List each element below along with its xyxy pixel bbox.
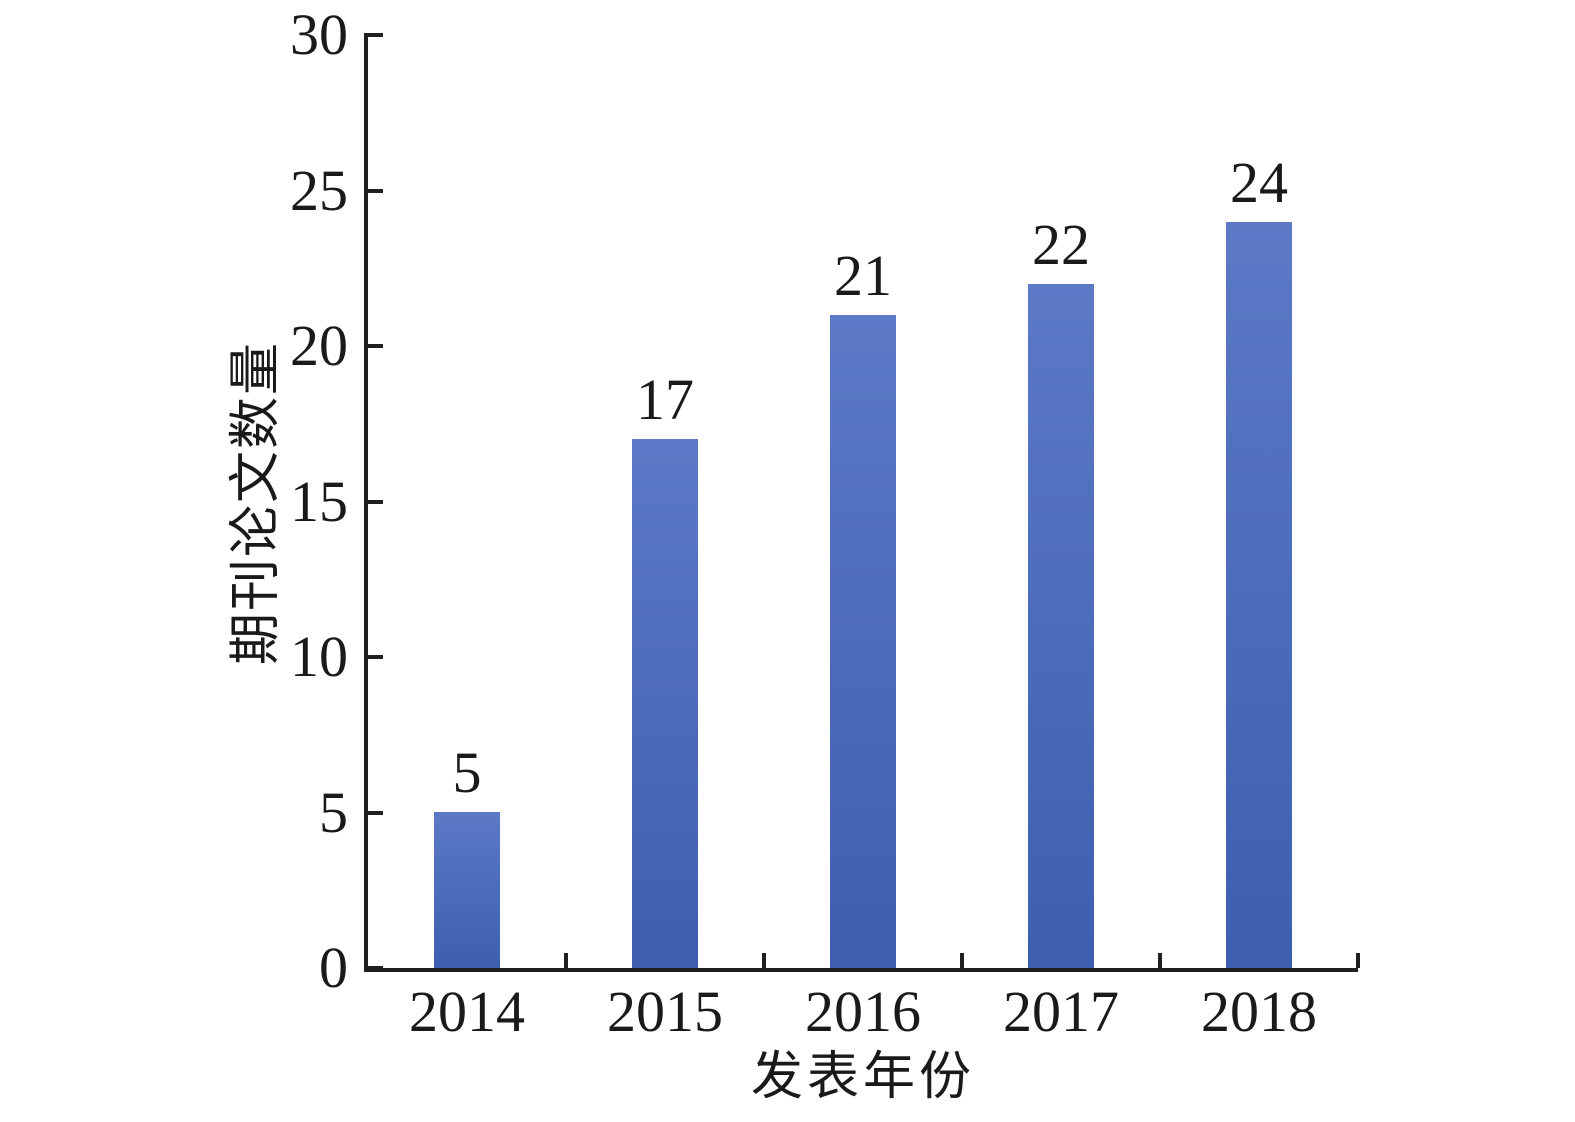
x-tick-label: 2018	[1201, 979, 1317, 1044]
bar-2017	[1028, 284, 1094, 968]
x-axis-title: 发表年份	[750, 1049, 975, 1106]
y-tick-label: 20	[290, 313, 348, 378]
y-tick-mark	[368, 33, 383, 37]
x-tick-label: 2016	[805, 979, 921, 1044]
y-axis-spine	[364, 33, 368, 972]
y-tick-label: 30	[290, 2, 348, 67]
y-tick-mark	[368, 655, 383, 659]
y-tick-mark	[368, 811, 383, 815]
bar-value-label: 22	[1032, 212, 1090, 277]
y-tick-label: 0	[319, 935, 348, 1000]
bar-value-label: 21	[834, 243, 892, 308]
bar-2015	[632, 439, 698, 968]
x-tick-mark	[960, 953, 964, 968]
plot-area: 0 5 10 15 20 25 30 5 2014 17 2015 21 2016 22 2017 24 201…	[290, 5, 1360, 1042]
y-tick-label: 5	[319, 780, 348, 845]
x-tick-label: 2014	[409, 979, 525, 1044]
y-tick-label: 25	[290, 158, 348, 223]
x-tick-label: 2015	[607, 979, 723, 1044]
x-axis-spine	[364, 968, 1358, 972]
y-tick-label: 10	[290, 624, 348, 689]
bar-2014	[434, 812, 500, 968]
x-tick-mark	[1356, 953, 1360, 968]
y-tick-label: 15	[290, 469, 348, 534]
y-tick-mark	[368, 189, 383, 193]
x-tick-mark	[564, 953, 568, 968]
y-tick-mark	[368, 500, 383, 504]
bar-value-label: 17	[636, 367, 694, 432]
x-tick-label: 2017	[1003, 979, 1119, 1044]
x-tick-mark	[762, 953, 766, 968]
bar-2016	[830, 315, 896, 968]
x-tick-mark	[1158, 953, 1162, 968]
bar-value-label: 24	[1230, 150, 1288, 215]
y-tick-mark	[368, 344, 383, 348]
bar-value-label: 5	[452, 740, 482, 805]
bar-2018	[1226, 222, 1292, 968]
y-tick-mark	[368, 966, 383, 970]
